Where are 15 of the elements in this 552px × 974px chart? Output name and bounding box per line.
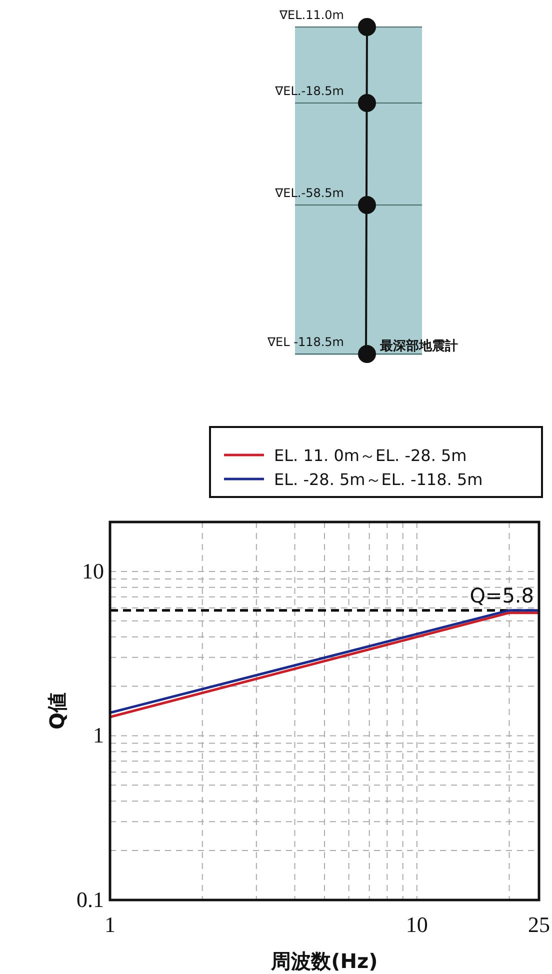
y-tick-label: 1: [93, 722, 104, 748]
text: ∇EL.-58.5m: [274, 186, 344, 200]
text: ∇EL.11.0m: [278, 8, 344, 22]
text: 最深部地震計: [379, 338, 458, 354]
y-tick-label: 10: [82, 558, 104, 584]
x-axis-title: 周波数(Hz): [270, 949, 378, 973]
y-tick-label: 0.1: [76, 887, 104, 912]
x-tick-label: 10: [406, 912, 428, 937]
text: ∇EL -118.5m: [266, 335, 344, 349]
legend-label: EL. 11. 0m～EL. -28. 5m: [274, 446, 467, 465]
y-axis-title: Q値: [45, 692, 69, 730]
text: ∇EL.-18.5m: [274, 84, 344, 98]
ref-line-label: Q=5.8: [470, 583, 534, 608]
x-tick-label: 25: [528, 912, 550, 937]
legend-label: EL. -28. 5m～EL. -118. 5m: [274, 470, 483, 489]
